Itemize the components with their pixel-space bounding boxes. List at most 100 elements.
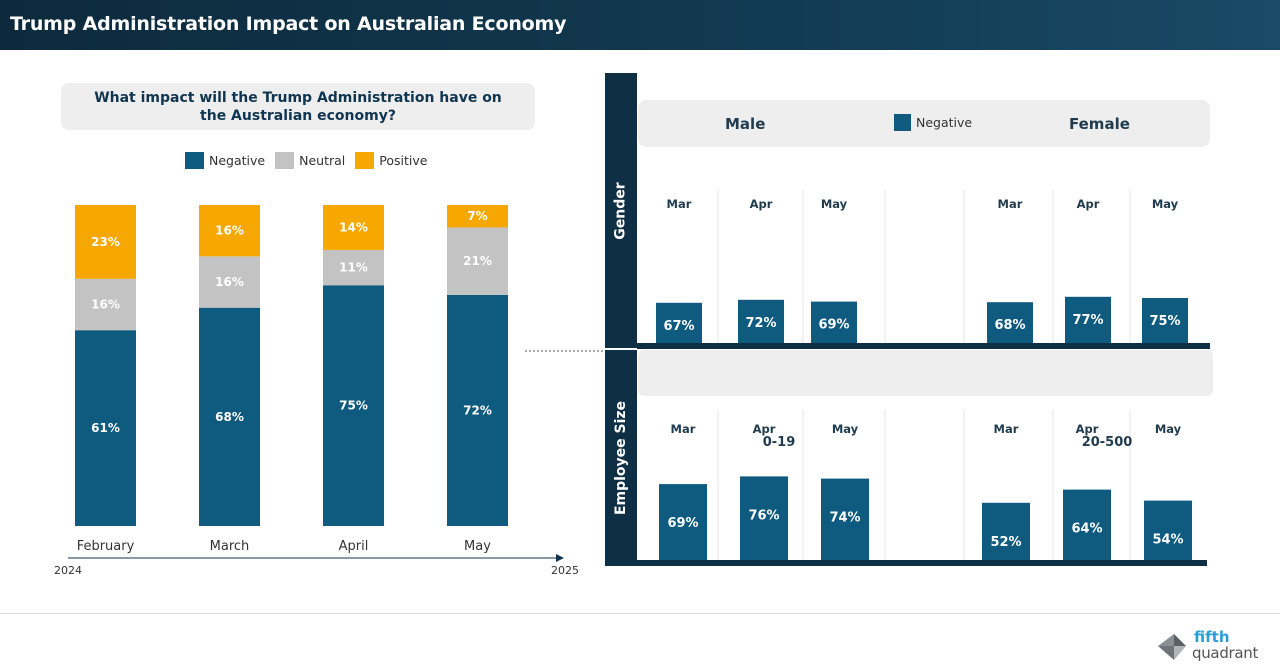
legend-item-positive: Positive	[355, 151, 428, 169]
employee-bar-0-19-mar	[659, 484, 707, 560]
employee-value-20-500-may: 54%	[1152, 533, 1183, 548]
data-label-negative-may: 72%	[463, 403, 492, 417]
employee-baseline	[637, 560, 1207, 566]
employee-bar-0-19-apr	[740, 476, 788, 560]
employee-month-20-500-apr: Apr	[1076, 422, 1099, 436]
bar-positive-april	[323, 205, 384, 250]
legend-swatch-positive	[355, 151, 375, 169]
gender-value-male-may: 69%	[818, 318, 849, 333]
employee-group-label-1: 20-500	[1082, 435, 1133, 450]
data-label-negative-march: 68%	[215, 410, 244, 424]
employee-month-0-19-apr: Apr	[753, 422, 776, 436]
employee-size-header-panel	[638, 350, 1213, 396]
timeline-end-label: 2025	[551, 564, 579, 577]
data-label-negative-february: 61%	[91, 421, 120, 435]
gender-bar-female-apr	[1065, 296, 1111, 343]
legend-swatch-negative	[185, 151, 204, 169]
gender-header-panel	[638, 100, 1210, 147]
employee-bar-20-500-apr	[1063, 489, 1111, 560]
employee-bar-20-500-may	[1144, 500, 1192, 560]
gender-value-female-mar: 68%	[994, 318, 1025, 333]
bar-negative-february	[75, 330, 136, 526]
bar-positive-february	[75, 205, 136, 279]
employee-month-20-500-mar: Mar	[994, 422, 1019, 436]
employee-value-0-19-apr: 76%	[748, 508, 779, 523]
gender-bar-female-mar	[987, 302, 1033, 343]
logo-text-fifth: fifth	[1194, 628, 1230, 646]
gender-month-female-apr: Apr	[1077, 197, 1100, 211]
gender-side-label: Gender	[605, 73, 637, 348]
gender-month-male-may: May	[821, 197, 848, 211]
fifth-quadrant-logo: fifth quadrant	[1156, 628, 1276, 664]
gender-legend-label: Negative	[916, 115, 973, 130]
data-label-neutral-may: 21%	[463, 254, 492, 268]
employee-month-20-500-may: May	[1155, 422, 1182, 436]
bar-neutral-april	[323, 249, 384, 286]
main-chart-legend: Negative Neutral Positive	[185, 150, 437, 170]
gender-month-female-may: May	[1152, 197, 1179, 211]
data-label-positive-april: 14%	[339, 220, 368, 234]
category-label-may: May	[464, 539, 491, 554]
gender-value-female-apr: 77%	[1072, 313, 1103, 328]
page-title: Trump Administration Impact on Australia…	[10, 13, 567, 35]
bar-negative-april	[323, 285, 384, 526]
data-label-neutral-april: 11%	[339, 261, 368, 275]
gender-bar-female-may	[1142, 298, 1188, 343]
data-label-positive-may: 7%	[467, 209, 487, 223]
employee-value-0-19-mar: 69%	[667, 516, 698, 531]
employee-month-0-19-mar: Mar	[671, 422, 696, 436]
gender-legend-swatch	[894, 114, 911, 131]
data-label-neutral-march: 16%	[215, 275, 244, 289]
header-bar: Trump Administration Impact on Australia…	[0, 0, 1280, 50]
category-label-april: April	[339, 539, 369, 554]
question-box: What impact will the Trump Administratio…	[61, 83, 535, 130]
data-label-positive-march: 16%	[215, 224, 244, 238]
legend-label-negative: Negative	[209, 152, 266, 168]
gender-bar-male-mar	[656, 302, 702, 343]
gender-baseline	[637, 343, 1210, 349]
gender-month-male-mar: Mar	[667, 197, 692, 211]
data-label-negative-april: 75%	[339, 399, 368, 413]
bar-negative-march	[199, 307, 260, 526]
bar-positive-may	[447, 205, 508, 228]
group-title-male: Male	[725, 115, 766, 133]
legend-label-positive: Positive	[379, 152, 428, 168]
bar-neutral-may	[447, 227, 508, 295]
employee-value-0-19-may: 74%	[829, 511, 860, 526]
bar-negative-may	[447, 294, 508, 526]
timeline-start-label: 2024	[54, 564, 82, 577]
employee-month-0-19-may: May	[832, 422, 859, 436]
gender-bar-male-apr	[738, 299, 784, 343]
logo-text-quadrant: quadrant	[1192, 644, 1259, 662]
legend-label-neutral: Neutral	[299, 152, 346, 168]
category-label-february: February	[77, 539, 135, 554]
gender-legend: Negative	[894, 114, 972, 131]
category-label-march: March	[210, 539, 250, 554]
group-title-female: Female	[1069, 115, 1130, 133]
employee-size-side-label: Employee Size	[605, 350, 637, 566]
footer-divider	[0, 613, 1280, 614]
legend-swatch-neutral	[275, 151, 295, 169]
gender-value-female-may: 75%	[1149, 314, 1180, 329]
gender-bar-male-may	[811, 301, 857, 343]
employee-group-label-0: 0-19	[763, 435, 796, 450]
legend-item-neutral: Neutral	[275, 151, 346, 169]
logo-mark-icon	[1158, 634, 1186, 660]
employee-value-20-500-mar: 52%	[990, 535, 1021, 550]
gender-month-male-apr: Apr	[750, 197, 773, 211]
gender-value-male-apr: 72%	[745, 316, 776, 331]
employee-bar-20-500-mar	[982, 502, 1030, 560]
gender-value-male-mar: 67%	[663, 319, 694, 334]
gender-month-female-mar: Mar	[998, 197, 1023, 211]
question-text: What impact will the Trump Administratio…	[94, 89, 502, 124]
employee-value-20-500-apr: 64%	[1071, 522, 1102, 537]
bar-positive-march	[199, 205, 260, 257]
timeline-arrow-icon	[556, 554, 564, 562]
employee-bar-0-19-may	[821, 478, 869, 560]
data-label-neutral-february: 16%	[91, 298, 120, 312]
data-label-positive-february: 23%	[91, 235, 120, 249]
legend-item-negative: Negative	[185, 151, 266, 169]
bar-neutral-march	[199, 256, 260, 308]
bar-neutral-february	[75, 278, 136, 331]
